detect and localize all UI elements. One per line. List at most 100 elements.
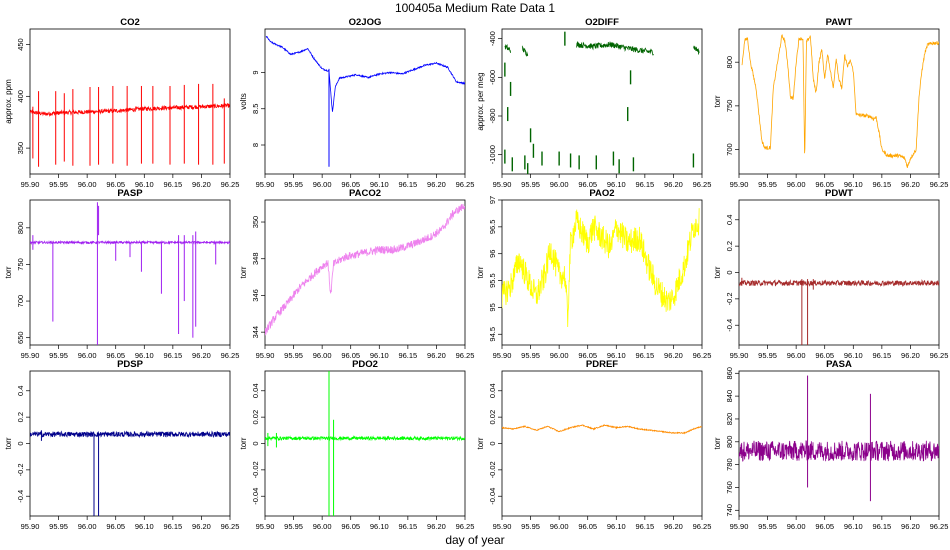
x-tick-label: 96.10 (370, 522, 389, 531)
plot-area (739, 375, 939, 502)
x-tick-label: 95.90 (493, 351, 512, 360)
y-tick-label: 0 (488, 441, 497, 445)
y-tick-label: 96 (488, 250, 497, 258)
x-tick-label: 96.20 (901, 522, 920, 531)
x-tick-label: 96.00 (313, 351, 332, 360)
x-tick-label: 96.00 (550, 522, 569, 531)
x-tick-label: 96.10 (844, 522, 863, 531)
y-tick-label: 0.02 (251, 410, 260, 425)
x-tick-label: 95.90 (730, 351, 749, 360)
panel-title: PDO2 (352, 359, 378, 370)
x-tick-label: 96.05 (815, 180, 834, 189)
x-tick-label: 96.00 (313, 522, 332, 531)
x-tick-label: 96.00 (78, 180, 97, 189)
panel-pao2: PAO2 95.90 95.95 96.00 96.05 96.10 96.15 96.20 9… (476, 188, 711, 360)
x-tick-label: 96.20 (901, 180, 920, 189)
panel-pdsp: PDSP 95.90 95.95 96.00 96.05 96.10 96.15 96.20 9… (4, 359, 239, 531)
x-tick-label: 96.15 (163, 351, 182, 360)
x-tick-label: 96.00 (313, 180, 332, 189)
series-line (502, 424, 702, 435)
x-tick-label: 96.05 (815, 351, 834, 360)
y-axis-label: torr (476, 266, 485, 278)
plot-frame (264, 199, 466, 346)
x-tick-label: 96.15 (635, 180, 654, 189)
y-tick-label: 740 (725, 504, 734, 517)
y-tick-label: 9 (251, 70, 260, 74)
plot-area (741, 34, 939, 168)
panel-title: PAO2 (589, 188, 614, 199)
x-tick-label: 96.10 (844, 180, 863, 189)
y-tick-label: 860 (725, 367, 734, 380)
plot-frame (501, 199, 703, 346)
x-tick-label: 96.15 (872, 351, 891, 360)
x-tick-label: 96.25 (930, 351, 949, 360)
y-axis-label: torr (713, 437, 722, 449)
x-tick-label: 96.05 (106, 180, 125, 189)
x-tick-label: 96.10 (607, 180, 626, 189)
y-tick-label: 750 (725, 100, 734, 113)
x-tick-label: 96.25 (930, 180, 949, 189)
panel-title: O2DIFF (585, 17, 619, 28)
y-tick-label: 800 (725, 56, 734, 69)
y-axis-label: torr (476, 437, 485, 449)
x-tick-label: 96.05 (341, 351, 360, 360)
x-tick-label: 96.25 (221, 522, 240, 531)
y-tick-label: 8.5 (251, 104, 260, 114)
panel-pdwt: PDWT 95.90 95.95 96.00 96.05 96.10 96.15 96.20 9… (713, 188, 948, 360)
x-tick-label: 96.20 (192, 522, 211, 531)
y-axis-label: torr (239, 437, 248, 449)
y-axis-label: approx. per meg (476, 72, 485, 130)
x-tick-label: 96.20 (192, 351, 211, 360)
y-tick-label: 0.04 (488, 383, 497, 398)
y-tick-label: 0.2 (16, 412, 25, 422)
plot-area (502, 424, 702, 435)
plot-frame (264, 370, 466, 517)
x-tick-label: 96.25 (693, 351, 712, 360)
x-tick-label: 96.00 (787, 351, 806, 360)
y-tick-label: 750 (16, 258, 25, 271)
plot-frame (738, 370, 940, 517)
y-tick-label: -0.02 (488, 461, 497, 478)
x-tick-label: 95.90 (493, 180, 512, 189)
x-tick-label: 96.25 (693, 180, 712, 189)
x-tick-label: 96.00 (550, 180, 569, 189)
y-tick-label: -600 (488, 70, 497, 85)
x-tick-label: 95.95 (758, 180, 777, 189)
series-line (265, 435, 465, 442)
y-tick-label: 348 (251, 252, 260, 265)
x-tick-label: 96.05 (578, 351, 597, 360)
x-tick-label: 96.05 (578, 522, 597, 531)
plot-frame (501, 370, 703, 517)
x-tick-label: 95.95 (521, 351, 540, 360)
x-tick-label: 96.25 (456, 522, 475, 531)
plot-area (502, 208, 700, 327)
x-tick-label: 95.90 (21, 351, 40, 360)
y-axis-label: approx. ppm (4, 79, 13, 124)
y-tick-label: -400 (488, 31, 497, 46)
x-tick-label: 96.10 (370, 180, 389, 189)
y-tick-label: 95 (488, 303, 497, 311)
y-tick-label: 760 (725, 481, 734, 494)
y-tick-label: 0 (725, 270, 734, 274)
panel-title: PDSP (117, 359, 144, 370)
y-tick-label: 700 (16, 295, 25, 308)
x-tick-label: 96.15 (163, 180, 182, 189)
x-tick-label: 95.95 (521, 180, 540, 189)
y-tick-label: 780 (725, 458, 734, 471)
x-tick-label: 96.00 (550, 351, 569, 360)
x-tick-label: 96.20 (901, 351, 920, 360)
y-axis-label: torr (4, 437, 13, 449)
y-tick-label: 0 (251, 441, 260, 445)
x-tick-label: 96.10 (607, 522, 626, 531)
plot-area (504, 31, 700, 174)
x-tick-label: 96.25 (456, 180, 475, 189)
x-tick-label: 96.10 (844, 351, 863, 360)
x-tick-label: 96.00 (78, 522, 97, 531)
panel-title: PDREF (586, 359, 618, 370)
y-tick-label: 8 (251, 143, 260, 147)
y-tick-label: 0.2 (725, 241, 734, 251)
x-tick-label: 96.25 (221, 351, 240, 360)
panel-co2: CO2 95.90 95.95 96.00 96.05 96.10 96.15 96.20 96… (4, 17, 239, 189)
x-tick-label: 96.05 (106, 522, 125, 531)
